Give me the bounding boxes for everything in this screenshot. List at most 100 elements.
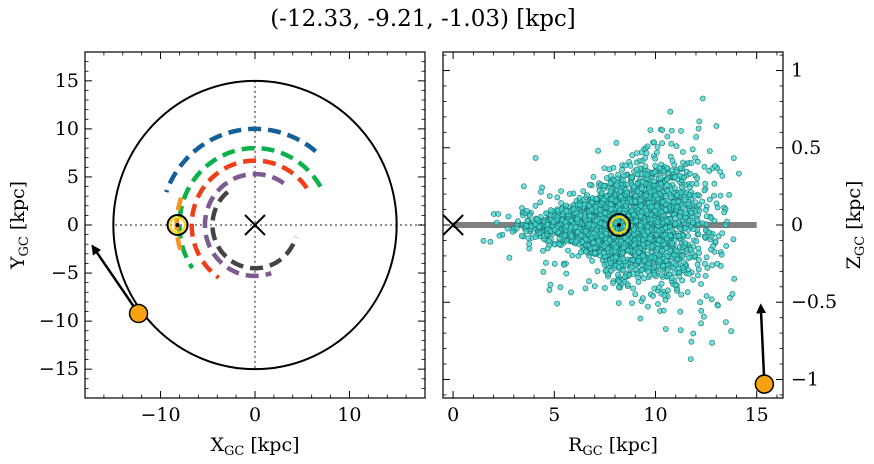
scatter-point xyxy=(583,248,589,255)
scatter-point xyxy=(603,267,610,274)
scatter-point xyxy=(668,167,675,174)
scatter-point xyxy=(646,235,653,242)
scatter-point xyxy=(506,254,513,261)
scatter-point xyxy=(668,194,674,201)
scatter-point xyxy=(532,234,539,240)
scatter-point xyxy=(656,257,663,264)
scatter-point xyxy=(682,225,689,231)
galactic-center-marker xyxy=(244,214,266,236)
sun-marker-inner-rz xyxy=(610,216,629,234)
scatter-point xyxy=(591,250,598,257)
scatter-point xyxy=(589,257,595,264)
scatter-point xyxy=(686,191,693,198)
scatter-point xyxy=(620,177,626,184)
scatter-point xyxy=(684,289,691,296)
scatter-point xyxy=(601,243,608,250)
scatter-point xyxy=(629,174,635,180)
sun-marker-dot xyxy=(175,223,180,227)
scatter-point xyxy=(629,300,635,306)
scatter-point xyxy=(568,232,575,239)
scatter-point xyxy=(695,231,702,238)
scatter-point xyxy=(659,247,666,254)
scatter-point xyxy=(637,197,644,203)
scatter-point xyxy=(652,162,659,169)
scatter-point xyxy=(480,237,487,244)
rz-panel: 0 5 10 15 −1 −0.5 0 0.5 1 RGC [kpc] ZGC [kpc] xyxy=(442,51,868,459)
scatter-point xyxy=(659,140,665,147)
scatter-point xyxy=(687,356,694,362)
scatter-point xyxy=(728,328,735,335)
scatter-point xyxy=(712,238,719,245)
scatter-point xyxy=(619,255,626,262)
scatter-point xyxy=(664,133,671,140)
scatter-point xyxy=(540,268,547,275)
scatter-point xyxy=(526,240,533,247)
scatter-point xyxy=(651,178,657,185)
scatter-point xyxy=(601,165,608,171)
scatter-point xyxy=(687,246,694,253)
scatter-point xyxy=(697,299,704,306)
scatter-point xyxy=(647,188,654,195)
scatter-point xyxy=(656,228,662,235)
scatter-point xyxy=(680,258,687,265)
scatter-point xyxy=(682,210,689,217)
scatter-point xyxy=(680,159,686,166)
scatter-point xyxy=(723,242,730,249)
scatter-point xyxy=(572,223,579,230)
scatter-point xyxy=(677,226,684,232)
scatter-point xyxy=(653,203,660,210)
scatter-point xyxy=(524,217,531,224)
scatter-point xyxy=(694,175,701,182)
scatter-point xyxy=(729,290,736,297)
scatter-point xyxy=(619,166,625,173)
scatter-point xyxy=(625,247,631,254)
scatter-point xyxy=(703,206,709,213)
scatter-point xyxy=(678,184,685,191)
scatter-point xyxy=(580,188,587,194)
scatter-point xyxy=(644,143,651,150)
y-tick-label-left: −10 xyxy=(39,310,79,332)
scatter-point xyxy=(667,108,674,115)
scatter-point xyxy=(690,226,697,233)
scatter-point xyxy=(591,283,598,289)
scatter-point xyxy=(577,212,584,219)
scatter-point xyxy=(606,166,613,173)
scatter-point xyxy=(667,247,674,254)
scatter-point xyxy=(685,201,692,208)
scatter-point xyxy=(565,247,571,254)
scatter-point xyxy=(662,206,669,213)
scatter-point xyxy=(601,221,608,228)
scatter-point xyxy=(680,204,686,211)
scatter-point xyxy=(578,249,584,256)
sun-marker-outer xyxy=(166,214,189,236)
scatter-point xyxy=(551,260,558,267)
scatter-point xyxy=(678,128,684,134)
scatter-point xyxy=(633,159,640,166)
scatter-point xyxy=(612,197,619,204)
star-velocity-arrow-rz xyxy=(756,303,767,385)
scatter-point xyxy=(657,180,664,187)
scatter-point xyxy=(570,206,577,213)
scatter-point xyxy=(628,264,635,270)
scatter-point xyxy=(573,238,580,245)
scatter-point xyxy=(706,196,713,203)
scatter-point xyxy=(673,203,680,210)
scatter-point xyxy=(532,202,539,209)
scatter-point xyxy=(642,192,649,199)
scatter-point xyxy=(590,222,597,229)
scatter-point xyxy=(643,150,650,157)
scatter-point xyxy=(673,143,680,150)
scatter-point xyxy=(546,193,553,199)
scatter-point xyxy=(633,166,640,173)
scatter-point xyxy=(551,226,558,233)
scatter-point xyxy=(615,171,621,178)
scatter-point xyxy=(615,263,622,270)
scatter-point xyxy=(686,270,693,277)
scatter-point xyxy=(717,192,724,199)
figure-title: (-12.33, -9.21, -1.03) [kpc] xyxy=(270,6,576,32)
scatter-point xyxy=(633,217,639,224)
scatter-point xyxy=(652,169,658,175)
disk-boundary-circle xyxy=(112,79,398,371)
scatter-point xyxy=(726,191,732,198)
